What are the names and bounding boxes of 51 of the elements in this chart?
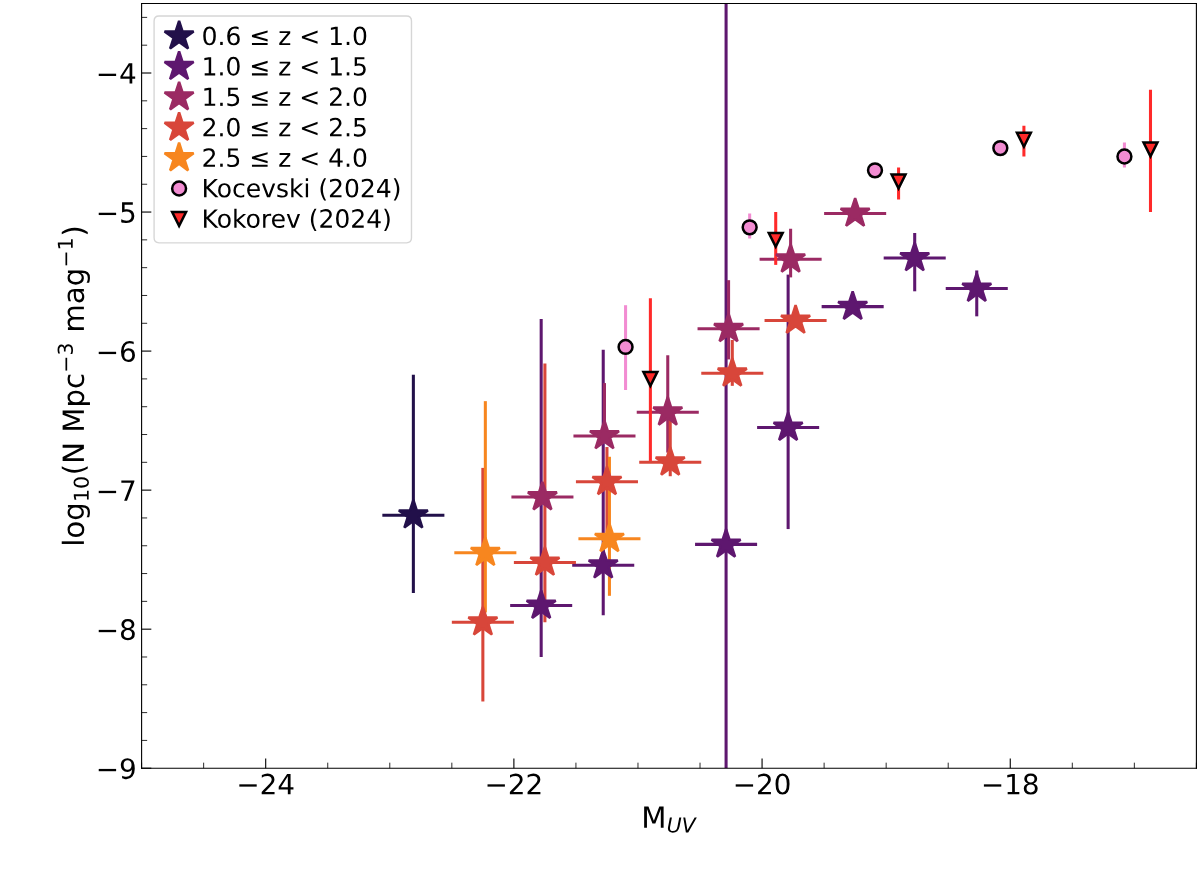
x-tick-label: −20: [735, 773, 790, 795]
point: [779, 303, 812, 335]
legend-label: 2.0 ≤ z < 2.5: [203, 117, 366, 137]
point: [772, 411, 804, 442]
x-tick-label: −18: [983, 773, 1038, 795]
x-tick-label: −24: [239, 773, 294, 795]
point: [839, 196, 871, 228]
y-tick-label: −7: [98, 480, 135, 501]
point: [716, 356, 749, 387]
point: [960, 271, 993, 303]
point: [529, 545, 561, 577]
point: [898, 241, 931, 272]
point: [593, 522, 626, 553]
point: [642, 370, 659, 388]
point: [836, 290, 869, 321]
point: [1015, 131, 1033, 148]
y-tick-label: −6: [98, 341, 135, 363]
legend-label: 1.0 ≤ z < 1.5: [204, 56, 366, 76]
point: [1116, 148, 1133, 165]
legend-label: 0.6 ≤ z < 1.0: [203, 26, 367, 46]
point: [712, 312, 745, 343]
y-axis-title: log$_{10}$(N Mpc$^{−3}$ mag$^{−1}$): [57, 227, 90, 544]
point: [588, 419, 621, 450]
legend-label: Kocevski (2024): [204, 178, 400, 201]
point: [774, 242, 807, 273]
point: [741, 219, 758, 236]
legend-label: 2.5 ≤ z < 4.0: [203, 148, 367, 168]
point: [710, 527, 742, 558]
point: [467, 605, 499, 636]
point: [587, 548, 620, 579]
point: [469, 536, 502, 567]
point: [654, 445, 687, 476]
point: [397, 498, 430, 529]
point: [591, 465, 623, 496]
point: [992, 139, 1009, 157]
y-tick-label: −5: [98, 202, 135, 223]
x-tick-label: −22: [487, 773, 541, 795]
y-tick-label: −8: [98, 619, 135, 641]
point: [617, 338, 634, 356]
y-tick-label: −4: [98, 63, 136, 84]
point: [866, 162, 884, 179]
y-tick-label: −9: [98, 758, 135, 780]
legend-label: 1.5 ≤ z < 2.0: [204, 87, 367, 107]
legend-label: Kokorev (2024): [204, 208, 390, 231]
point: [890, 173, 907, 190]
point: [1142, 141, 1159, 158]
point: [767, 231, 784, 249]
point: [651, 395, 684, 426]
x-axis-title: M$_{UV}$: [644, 806, 697, 833]
point: [525, 589, 557, 620]
point: [526, 480, 559, 511]
